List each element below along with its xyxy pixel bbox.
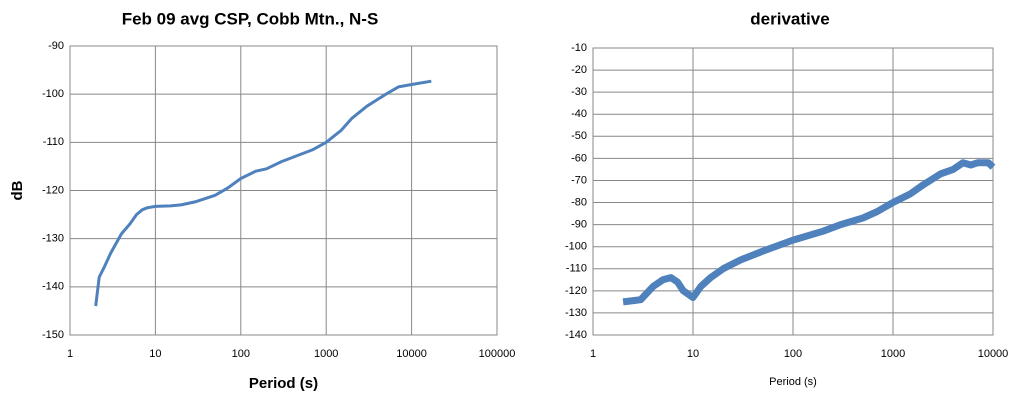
y-tick-label: -30 [571,86,587,98]
y-tick-label: -140 [42,281,64,293]
x-tick-label: 10 [687,348,699,360]
y-tick-label: -110 [566,263,587,275]
data-line [94,79,432,307]
x-tick-label: 1 [67,348,73,360]
y-tick-label: -110 [43,136,64,148]
y-tick-label: -140 [565,329,587,341]
x-tick-label: 10 [149,348,161,360]
y-tick-label: -70 [571,174,587,186]
y-tick-label: -100 [42,88,64,100]
y-tick-label: -90 [48,40,64,52]
x-tick-label: 10000 [978,348,1009,360]
y-tick-label: -130 [42,233,64,245]
chart-title: derivative [750,9,829,28]
y-axis-title: dB [9,180,26,200]
x-tick-label: 1000 [881,348,905,360]
y-tick-label: -150 [42,329,64,341]
y-tick-label: -90 [571,219,587,231]
y-tick-label: -40 [571,108,587,120]
x-tick-label: 1000 [314,348,338,360]
data-line [622,159,996,306]
y-tick-label: -100 [565,241,587,253]
x-tick-label: 100000 [479,348,516,360]
y-tick-label: -50 [571,130,587,142]
x-axis-title: Period (s) [249,375,318,392]
y-tick-label: -120 [42,184,64,196]
x-tick-label: 100 [232,348,250,360]
y-tick-label: -120 [565,285,587,297]
x-axis-title: Period (s) [769,376,817,388]
chart-title: Feb 09 avg CSP, Cobb Mtn., N-S [122,9,379,28]
x-tick-label: 100 [784,348,802,360]
y-tick-label: -80 [571,196,587,208]
x-tick-label: 10000 [396,348,427,360]
y-tick-label: -20 [571,64,587,76]
y-tick-label: -60 [571,152,587,164]
y-tick-label: -130 [565,307,587,319]
x-tick-label: 1 [590,348,596,360]
y-tick-label: -10 [571,42,587,54]
